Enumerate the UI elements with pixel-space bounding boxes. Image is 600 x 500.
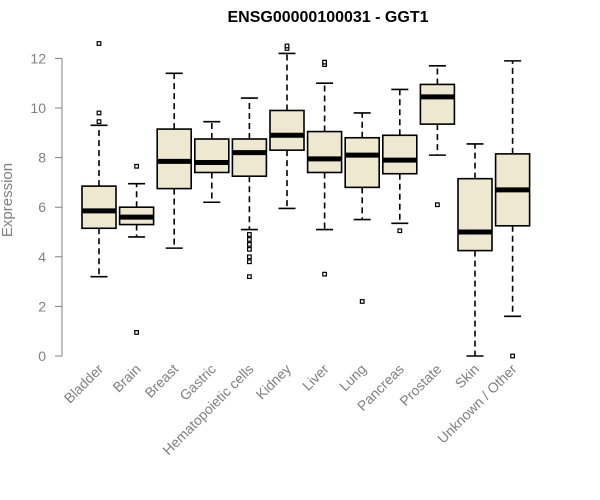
box-iqr	[231, 138, 268, 178]
y-axis-label: Expression	[0, 163, 16, 237]
box-7	[306, 59, 343, 277]
box-10	[419, 65, 456, 208]
box-11	[457, 143, 493, 357]
x-tick-label: Liver	[299, 361, 332, 394]
box-iqr	[269, 109, 305, 151]
box-iqr	[306, 130, 343, 174]
box-iqr	[194, 138, 230, 174]
outlier-point	[247, 237, 252, 242]
outlier-point	[96, 41, 102, 46]
box-iqr	[81, 185, 117, 230]
outlier-point	[247, 254, 252, 260]
outlier-point	[247, 232, 252, 237]
y-axis: 0 2 4 6 8 10 12	[30, 50, 63, 364]
y-tick-label: 0	[38, 348, 46, 364]
x-tick-label: Lung	[336, 361, 369, 394]
outlier-point	[134, 163, 140, 169]
box-5	[231, 97, 268, 280]
box-1	[81, 41, 117, 278]
box-4	[194, 120, 230, 204]
y-tick-label: 2	[38, 298, 46, 314]
box-6	[269, 43, 305, 210]
x-tick-label: Kidney	[253, 361, 295, 403]
box-iqr	[381, 134, 418, 175]
y-tick-label: 4	[38, 249, 46, 265]
outlier-point	[435, 202, 440, 208]
outlier-point	[322, 271, 327, 277]
outlier-point	[359, 299, 365, 304]
box-iqr	[457, 177, 493, 252]
y-tick-label: 8	[38, 150, 46, 166]
y-tick-label: 12	[30, 50, 46, 66]
outlier-point	[284, 43, 290, 49]
outlier-point	[247, 246, 252, 252]
outlier-point	[96, 110, 102, 116]
x-tick-label: Skin	[452, 361, 483, 392]
outlier-point	[96, 119, 102, 125]
outlier-point	[134, 330, 140, 335]
outlier-point	[510, 353, 515, 359]
box-2	[118, 163, 155, 335]
box-9	[381, 88, 418, 234]
outlier-point	[247, 242, 252, 247]
y-tick-label: 10	[30, 100, 46, 116]
outlier-point	[247, 259, 252, 265]
outlier-point	[322, 59, 327, 65]
chart-title: ENSG00000100031 - GGT1	[227, 9, 428, 26]
x-tick-label: Brain	[109, 361, 143, 395]
box-iqr	[419, 83, 456, 125]
box-8	[344, 112, 381, 304]
y-tick-label: 6	[38, 199, 46, 215]
outlier-point	[397, 228, 403, 234]
box-iqr	[344, 136, 381, 189]
boxes-group	[81, 41, 531, 359]
box-12	[494, 60, 531, 359]
box-3	[156, 72, 192, 249]
x-tick-label: Prostate	[396, 361, 444, 409]
outlier-point	[247, 274, 252, 280]
x-tick-label: Breast	[141, 361, 181, 401]
x-tick-label: Bladder	[61, 361, 107, 407]
